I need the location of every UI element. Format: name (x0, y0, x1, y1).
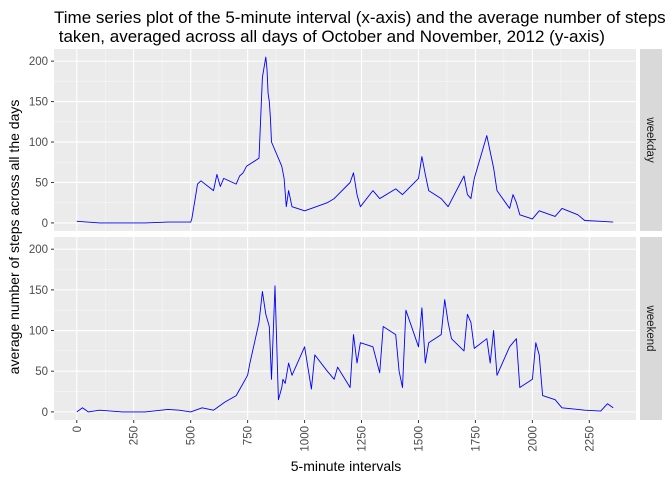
y-tick-label: 0 (42, 218, 48, 230)
y-axis-title: average number of steps across all the d… (6, 100, 22, 375)
facet-strip-label: weekend (644, 304, 656, 351)
x-tick-label: 1250 (357, 426, 369, 452)
x-axis-title: 5-minute intervals (291, 458, 402, 474)
y-tick-label: 150 (29, 285, 48, 297)
x-tick-label: 250 (129, 426, 141, 445)
panel-background (54, 237, 636, 420)
x-tick-label: 1500 (413, 426, 425, 452)
y-tick-label: 0 (42, 407, 48, 419)
y-tick-label: 100 (29, 137, 48, 149)
panel-background (54, 49, 636, 231)
x-tick-label: 2250 (584, 426, 596, 452)
y-tick-label: 150 (29, 97, 48, 109)
x-axis: 0 250 500 750 1000 1250 1500 1750 2000 2250 (72, 420, 596, 452)
facet-strip-label: weekday (644, 116, 656, 163)
facet-strip (640, 49, 662, 231)
x-tick-label: 500 (186, 426, 198, 445)
y-tick-label: 100 (29, 326, 48, 338)
facet-panel-weekday: 0 50 100 150 200 weekday (29, 49, 662, 231)
chart-title-line1: Time series plot of the 5-minute interva… (54, 8, 666, 27)
x-tick-label: 2000 (527, 426, 539, 452)
facet-panels: 0 50 100 150 200 weekday 0 50 100 150 200 weekend (29, 49, 662, 420)
y-tick-label: 50 (35, 177, 48, 189)
chart-title-line2: taken, averaged across all days of Octob… (54, 27, 605, 46)
facet-panel-weekend: 0 50 100 150 200 weekend (29, 237, 662, 420)
y-tick-label: 200 (29, 244, 48, 256)
x-tick-label: 0 (72, 426, 84, 432)
y-tick-label: 200 (29, 56, 48, 68)
facet-strip (640, 237, 662, 420)
x-tick-label: 1000 (300, 426, 312, 452)
series-line-weekend (76, 285, 614, 413)
y-tick-label: 50 (35, 366, 48, 378)
x-tick-label: 750 (243, 426, 255, 445)
x-tick-label: 1750 (470, 426, 482, 452)
series-line-weekday (76, 56, 614, 224)
